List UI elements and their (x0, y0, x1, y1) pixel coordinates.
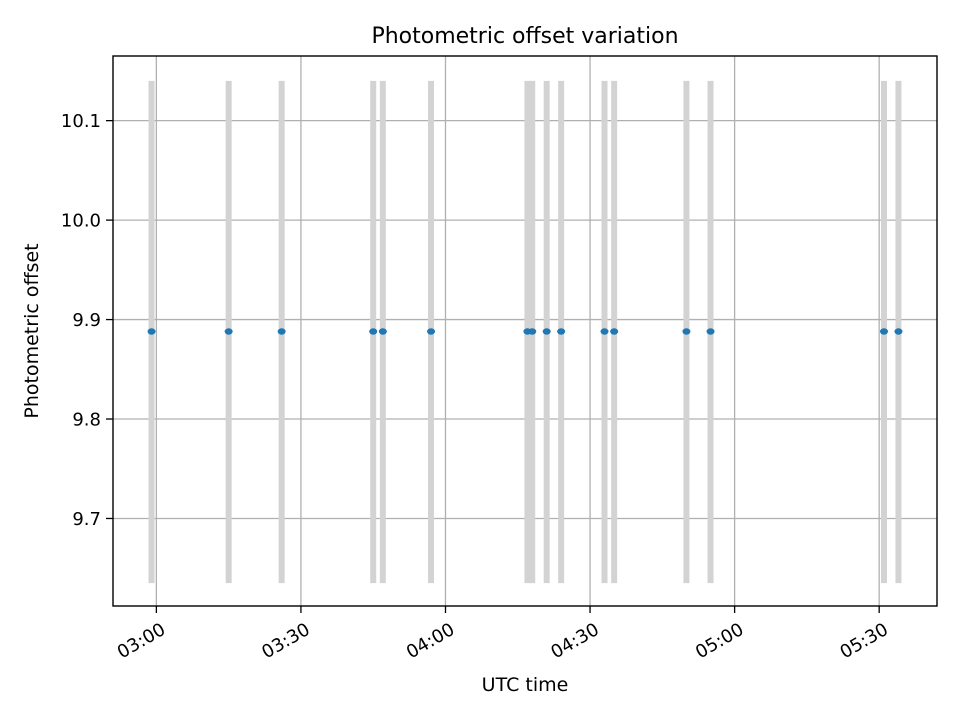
data-point (600, 328, 609, 335)
x-tick-label: 05:30 (837, 619, 892, 663)
data-point (277, 328, 286, 335)
data-point (610, 328, 619, 335)
data-points (147, 328, 903, 335)
x-tick-label: 03:00 (114, 619, 169, 663)
data-point (706, 328, 715, 335)
data-point (224, 328, 233, 335)
plot-frame (112, 55, 938, 607)
data-point (557, 328, 566, 335)
data-point (528, 328, 537, 335)
data-point (879, 328, 888, 335)
x-tick-label: 05:00 (692, 619, 747, 663)
data-point (682, 328, 691, 335)
y-tick-label: 10.0 (61, 211, 101, 232)
data-point (378, 328, 387, 335)
chart-title: Photometric offset variation (371, 24, 678, 49)
data-point (369, 328, 378, 335)
data-point (542, 328, 551, 335)
y-axis-label: Photometric offset (21, 243, 43, 418)
y-tick-label: 9.7 (72, 509, 101, 530)
y-tick-label: 9.8 (72, 410, 101, 431)
y-tick-label: 10.1 (61, 111, 101, 132)
axis-ticks: 03:00 03:30 04:00 04:30 05:00 05:30 9.7 9.8 9.9 1… (61, 111, 892, 663)
x-tick-label: 04:00 (403, 619, 458, 663)
data-point (427, 328, 436, 335)
data-point (894, 328, 903, 335)
y-tick-label: 9.9 (72, 310, 101, 331)
x-tick-label: 04:30 (547, 619, 602, 663)
x-tick-label: 03:30 (258, 619, 313, 663)
data-point (147, 328, 156, 335)
x-axis-label: UTC time (482, 674, 569, 696)
